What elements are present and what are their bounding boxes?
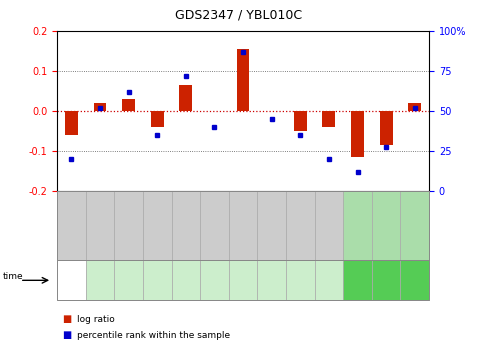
Text: 30 m: 30 m	[150, 278, 165, 283]
Text: percentile rank within the sample: percentile rank within the sample	[77, 331, 230, 340]
Bar	[237, 49, 249, 111]
Bar	[379, 111, 392, 145]
Text: GDS2347 / YBL010C: GDS2347 / YBL010C	[175, 9, 302, 22]
Bar	[180, 85, 192, 111]
Text: 50 m: 50 m	[207, 278, 222, 283]
Text: GSM81064: GSM81064	[69, 210, 74, 242]
Text: 120 m: 120 m	[405, 278, 424, 283]
Text: ■: ■	[62, 331, 71, 340]
Bar	[122, 99, 135, 111]
Text: 100 m: 100 m	[348, 278, 367, 283]
Text: log ratio: log ratio	[77, 315, 115, 324]
Text: GSM81070: GSM81070	[241, 210, 246, 242]
Text: 40 m: 40 m	[178, 278, 193, 283]
Text: 60 m: 60 m	[236, 278, 250, 283]
Text: 0 m: 0 m	[65, 278, 77, 283]
Text: GSM81072: GSM81072	[298, 210, 303, 242]
Text: 10 m: 10 m	[92, 278, 108, 283]
Text: GSM81074: GSM81074	[355, 210, 360, 242]
Text: GSM81073: GSM81073	[326, 210, 331, 242]
Text: time: time	[2, 272, 23, 281]
Text: 80 m: 80 m	[293, 278, 308, 283]
Text: GSM81066: GSM81066	[126, 210, 131, 242]
Text: GSM81069: GSM81069	[212, 210, 217, 242]
Bar	[94, 103, 107, 111]
Text: 110 m: 110 m	[377, 278, 395, 283]
Text: GSM81076: GSM81076	[412, 210, 417, 242]
Bar	[351, 111, 364, 157]
Text: 70 m: 70 m	[264, 278, 279, 283]
Text: 90 m: 90 m	[321, 278, 336, 283]
Bar	[408, 103, 421, 111]
Bar	[65, 111, 78, 135]
Text: ■: ■	[62, 314, 71, 324]
Text: GSM81065: GSM81065	[97, 210, 103, 242]
Bar	[294, 111, 307, 131]
Text: GSM81068: GSM81068	[184, 210, 188, 242]
Text: GSM81067: GSM81067	[155, 210, 160, 242]
Bar	[322, 111, 335, 127]
Text: GSM81071: GSM81071	[269, 210, 274, 242]
Text: 20 m: 20 m	[121, 278, 136, 283]
Text: GSM81075: GSM81075	[383, 210, 389, 242]
Bar	[151, 111, 164, 127]
